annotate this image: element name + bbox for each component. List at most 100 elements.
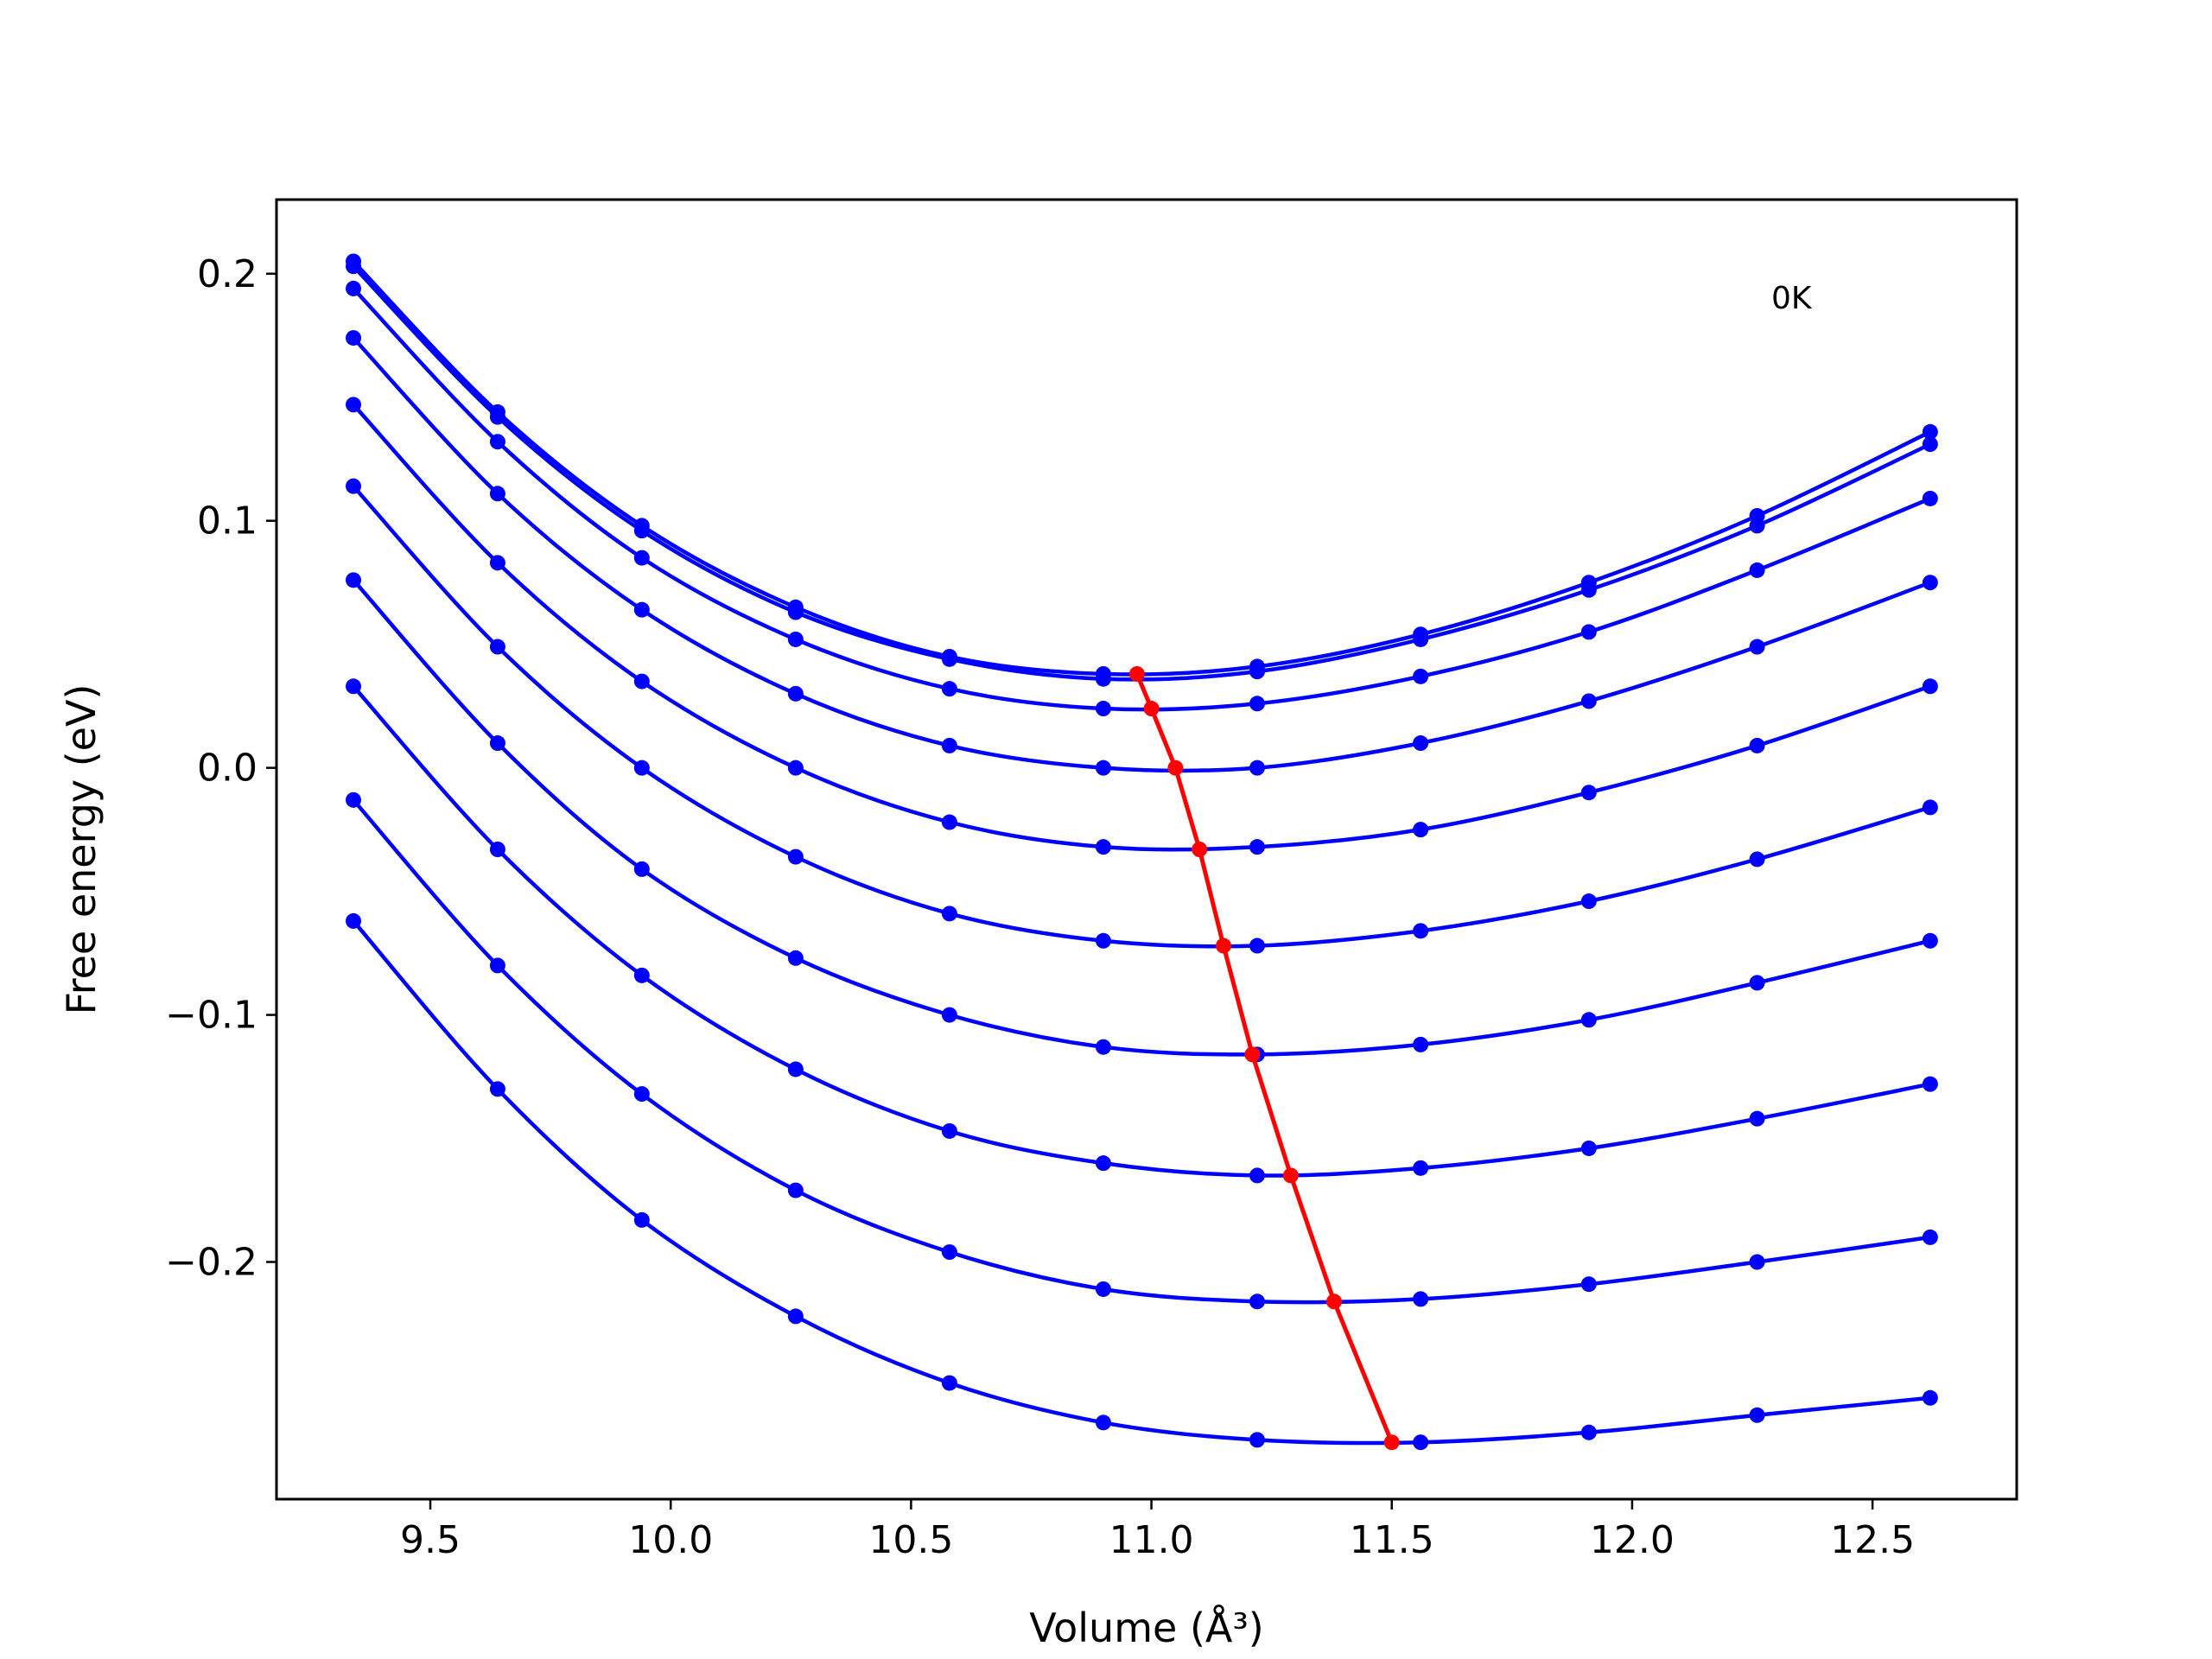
minimum-point	[1383, 1434, 1400, 1451]
data-point	[1749, 1407, 1765, 1423]
plot-frame	[275, 198, 2018, 1501]
data-point	[1095, 1281, 1111, 1297]
data-point	[1922, 423, 1938, 440]
data-point	[1749, 975, 1765, 991]
y-tick-label: 0.0	[197, 747, 257, 791]
plot-area	[346, 253, 1938, 1451]
data-point	[941, 906, 957, 922]
data-point	[489, 735, 505, 752]
data-point	[1580, 1424, 1597, 1440]
x-tick-label: 10.5	[868, 1518, 953, 1562]
data-point	[1095, 701, 1111, 717]
data-point	[633, 760, 650, 776]
data-point	[941, 737, 957, 753]
axis-ticks: 9.5 10.0 10.5 11.0 11.5 12.0 12.5 0.2 0.1 0.0 −0.1…	[165, 252, 1915, 1562]
y-tick-label: 0.2	[197, 252, 257, 296]
data-point	[787, 950, 804, 966]
data-point	[346, 572, 362, 588]
fit-curve-10	[352, 919, 1931, 1446]
data-point	[1922, 932, 1938, 949]
data-point	[489, 639, 505, 655]
data-point	[1580, 893, 1597, 910]
data-point	[1249, 839, 1265, 855]
data-point	[787, 685, 804, 702]
data-point	[633, 550, 650, 566]
data-point	[633, 601, 650, 618]
data-point	[1749, 518, 1765, 534]
data-point	[1580, 582, 1597, 598]
y-tick-label: 0.1	[197, 499, 257, 543]
data-point	[1922, 575, 1938, 591]
data-point	[1580, 693, 1597, 709]
data-point	[941, 1122, 957, 1139]
data-point	[633, 861, 650, 877]
data-point	[489, 486, 505, 502]
data-point	[941, 1244, 957, 1261]
data-point	[1413, 923, 1429, 939]
data-point	[346, 678, 362, 695]
minimum-point	[1244, 1046, 1261, 1063]
data-point	[1413, 822, 1429, 838]
data-point	[787, 604, 804, 620]
data-point	[1249, 664, 1265, 680]
data-point	[1095, 839, 1111, 855]
minimum-point	[1128, 665, 1145, 682]
data-point	[633, 1211, 650, 1228]
data-point	[633, 1086, 650, 1103]
data-point	[1249, 1167, 1265, 1184]
data-point	[787, 631, 804, 647]
x-tick-label: 12.0	[1590, 1518, 1675, 1562]
data-point	[1580, 1012, 1597, 1028]
data-point	[1413, 1036, 1429, 1052]
data-point	[1580, 1276, 1597, 1293]
data-point	[1749, 562, 1765, 578]
minimum-point	[1216, 938, 1232, 954]
data-point	[1580, 1140, 1597, 1156]
data-point	[1922, 799, 1938, 816]
minimum-point	[1282, 1167, 1299, 1184]
data-point	[1749, 1110, 1765, 1127]
x-tick-label: 12.5	[1830, 1518, 1915, 1562]
data-point	[1095, 932, 1111, 949]
data-point	[1749, 851, 1765, 868]
data-point	[489, 957, 505, 974]
data-point	[1922, 436, 1938, 453]
data-point	[489, 555, 505, 571]
x-tick-label: 11.5	[1350, 1518, 1434, 1562]
y-axis-label: Free energy (eV)	[58, 684, 105, 1015]
data-point	[633, 673, 650, 690]
data-point	[489, 1081, 505, 1097]
y-tick-label: −0.1	[165, 994, 257, 1038]
data-point	[787, 849, 804, 865]
data-point	[1095, 1155, 1111, 1172]
minimum-point	[1325, 1294, 1342, 1310]
x-tick-label: 11.0	[1109, 1518, 1194, 1562]
data-point	[1580, 624, 1597, 640]
data-point	[346, 258, 362, 275]
temperature-annotation: 0K	[1771, 281, 1813, 316]
data-point	[633, 523, 650, 539]
data-point	[1922, 678, 1938, 695]
data-point	[346, 478, 362, 494]
data-point	[1749, 1254, 1765, 1270]
data-point	[1095, 760, 1111, 776]
data-point	[1749, 639, 1765, 655]
y-tick-label: −0.2	[165, 1241, 257, 1285]
data-point	[1922, 1076, 1938, 1092]
data-point	[1413, 1434, 1429, 1451]
minimum-point	[1167, 760, 1184, 776]
data-point	[346, 397, 362, 413]
data-point	[1095, 1414, 1111, 1431]
data-point	[787, 1061, 804, 1077]
data-point	[1249, 1294, 1265, 1310]
data-point	[1922, 1229, 1938, 1245]
data-point	[346, 912, 362, 929]
data-point	[346, 280, 362, 296]
data-point	[346, 791, 362, 808]
data-point	[1413, 1160, 1429, 1176]
data-point	[489, 842, 505, 857]
data-point	[1922, 490, 1938, 506]
x-tick-label: 9.5	[400, 1518, 461, 1562]
